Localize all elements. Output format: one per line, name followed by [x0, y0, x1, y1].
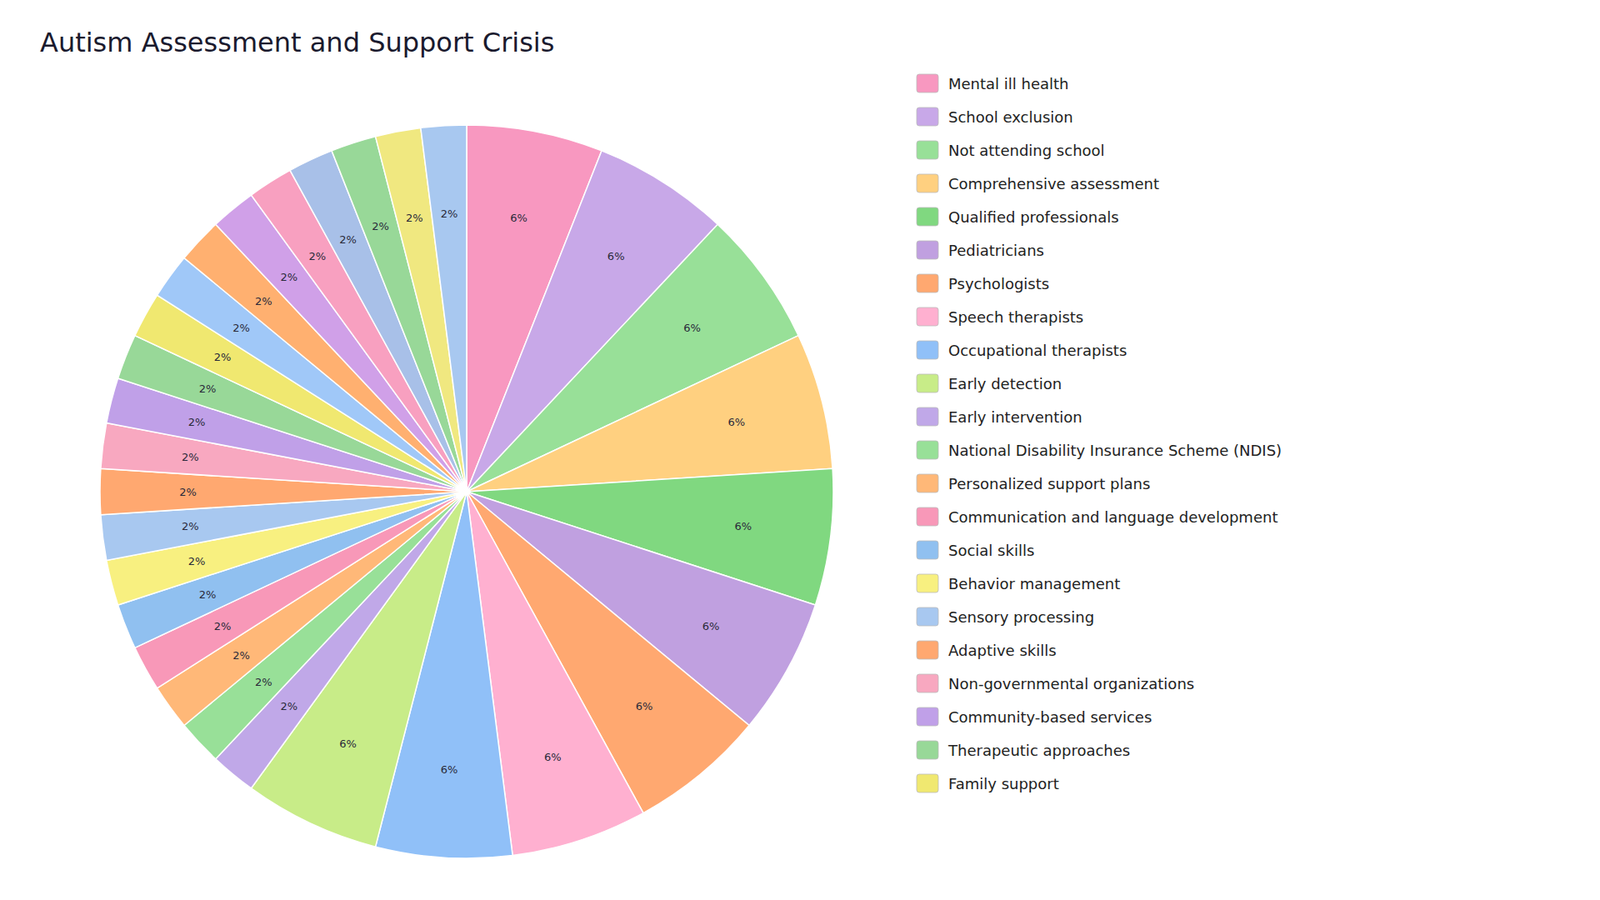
legend-swatch [916, 540, 939, 560]
legend-swatch [916, 474, 939, 493]
data-label: 6% [440, 763, 459, 776]
slice [420, 125, 467, 492]
data-label: 6% [734, 520, 752, 533]
legend-swatch [916, 174, 939, 193]
slice [466, 335, 833, 492]
legend-swatch [916, 507, 939, 526]
data-label: 2% [181, 450, 200, 464]
legend-entry: Early intervention [948, 408, 1083, 426]
data-label: 2% [199, 382, 217, 395]
data-label: 2% [405, 211, 424, 225]
legend-entry: Family support [948, 775, 1060, 793]
data-label: 2% [280, 700, 299, 713]
data-label: 2% [309, 250, 327, 263]
data-label: 2% [188, 415, 206, 429]
data-label: 2% [214, 620, 232, 633]
chart: Autism Assessment and Support Crisis6%6%… [0, 0, 1600, 900]
data-label: 6% [635, 700, 654, 713]
data-label: 2% [179, 485, 197, 499]
legend-entry: Non-governmental organizations [948, 675, 1195, 693]
legend-entry: Qualified professionals [948, 208, 1120, 226]
legend-entry: Communication and language development [948, 508, 1278, 526]
data-label: 2% [371, 220, 390, 233]
legend-entry: Community-based services [948, 708, 1152, 726]
data-label: 6% [544, 750, 562, 764]
legend-entry: Comprehensive assessment [948, 175, 1160, 193]
legend-swatch [916, 74, 939, 93]
legend-entry: Not attending school [948, 141, 1105, 160]
title: Autism Assessment and Support Crisis [40, 26, 555, 59]
legend-entry: Mental ill health [948, 75, 1070, 93]
legend-entry: Sensory processing [948, 608, 1095, 626]
legend-entry: Speech therapists [948, 308, 1084, 326]
data-label: 2% [280, 270, 299, 284]
data-label: 6% [683, 321, 701, 335]
legend-entry: Behavior management [948, 575, 1120, 593]
data-label: 2% [188, 555, 206, 568]
legend-swatch [916, 207, 939, 226]
legend-swatch [916, 640, 939, 660]
data-label: 2% [440, 207, 459, 220]
data-label: 6% [510, 211, 528, 225]
data-labels: 6% 6% 6% 6% 6% 6% 6% 6% 6% 6% 2% 2% 2% 2% 2% 2% 2% 2% 2% 2%… [179, 207, 752, 776]
data-label: 2% [339, 233, 357, 246]
legend-swatch [916, 374, 939, 393]
legend-swatch [916, 774, 939, 793]
data-label: 2% [255, 295, 273, 308]
legend-swatch [916, 440, 939, 460]
legend-swatch [916, 674, 939, 693]
legend-entry: Adaptive skills [948, 641, 1057, 660]
legend-entry: Occupational therapists [948, 341, 1127, 360]
data-label: 6% [728, 415, 746, 429]
slices [100, 125, 834, 859]
legend-swatch [916, 574, 939, 593]
legend-swatch [916, 107, 939, 126]
legend-swatch [916, 707, 939, 726]
legend: Mental ill health School exclusion Not att… [916, 74, 1282, 793]
legend-entry: Personalized support plans [948, 475, 1150, 493]
legend-entry: National Disability Insurance Scheme (ND… [948, 441, 1282, 460]
legend-swatch [916, 140, 939, 160]
legend-swatch [916, 607, 939, 626]
data-label: 2% [232, 649, 250, 662]
legend-entry: Early detection [948, 375, 1062, 393]
legend-entry: Pediatricians [948, 241, 1045, 260]
legend-swatch [916, 407, 939, 426]
legend-entry: Social skills [948, 541, 1035, 560]
data-label: 2% [255, 675, 273, 689]
data-label: 2% [199, 588, 217, 601]
data-label: 2% [214, 350, 232, 364]
data-label: 2% [232, 321, 250, 335]
legend-entry: Psychologists [948, 275, 1050, 293]
legend-swatch [916, 274, 939, 293]
legend-swatch [916, 340, 939, 360]
data-label: 6% [702, 620, 720, 633]
legend-swatch [916, 740, 939, 760]
legend-entry: Therapeutic approaches [947, 741, 1130, 760]
data-label: 6% [607, 250, 625, 263]
legend-swatch [916, 240, 939, 260]
data-label: 6% [339, 737, 357, 750]
legend-swatch [916, 307, 939, 326]
data-label: 2% [181, 520, 200, 533]
legend-entry: School exclusion [948, 108, 1074, 126]
